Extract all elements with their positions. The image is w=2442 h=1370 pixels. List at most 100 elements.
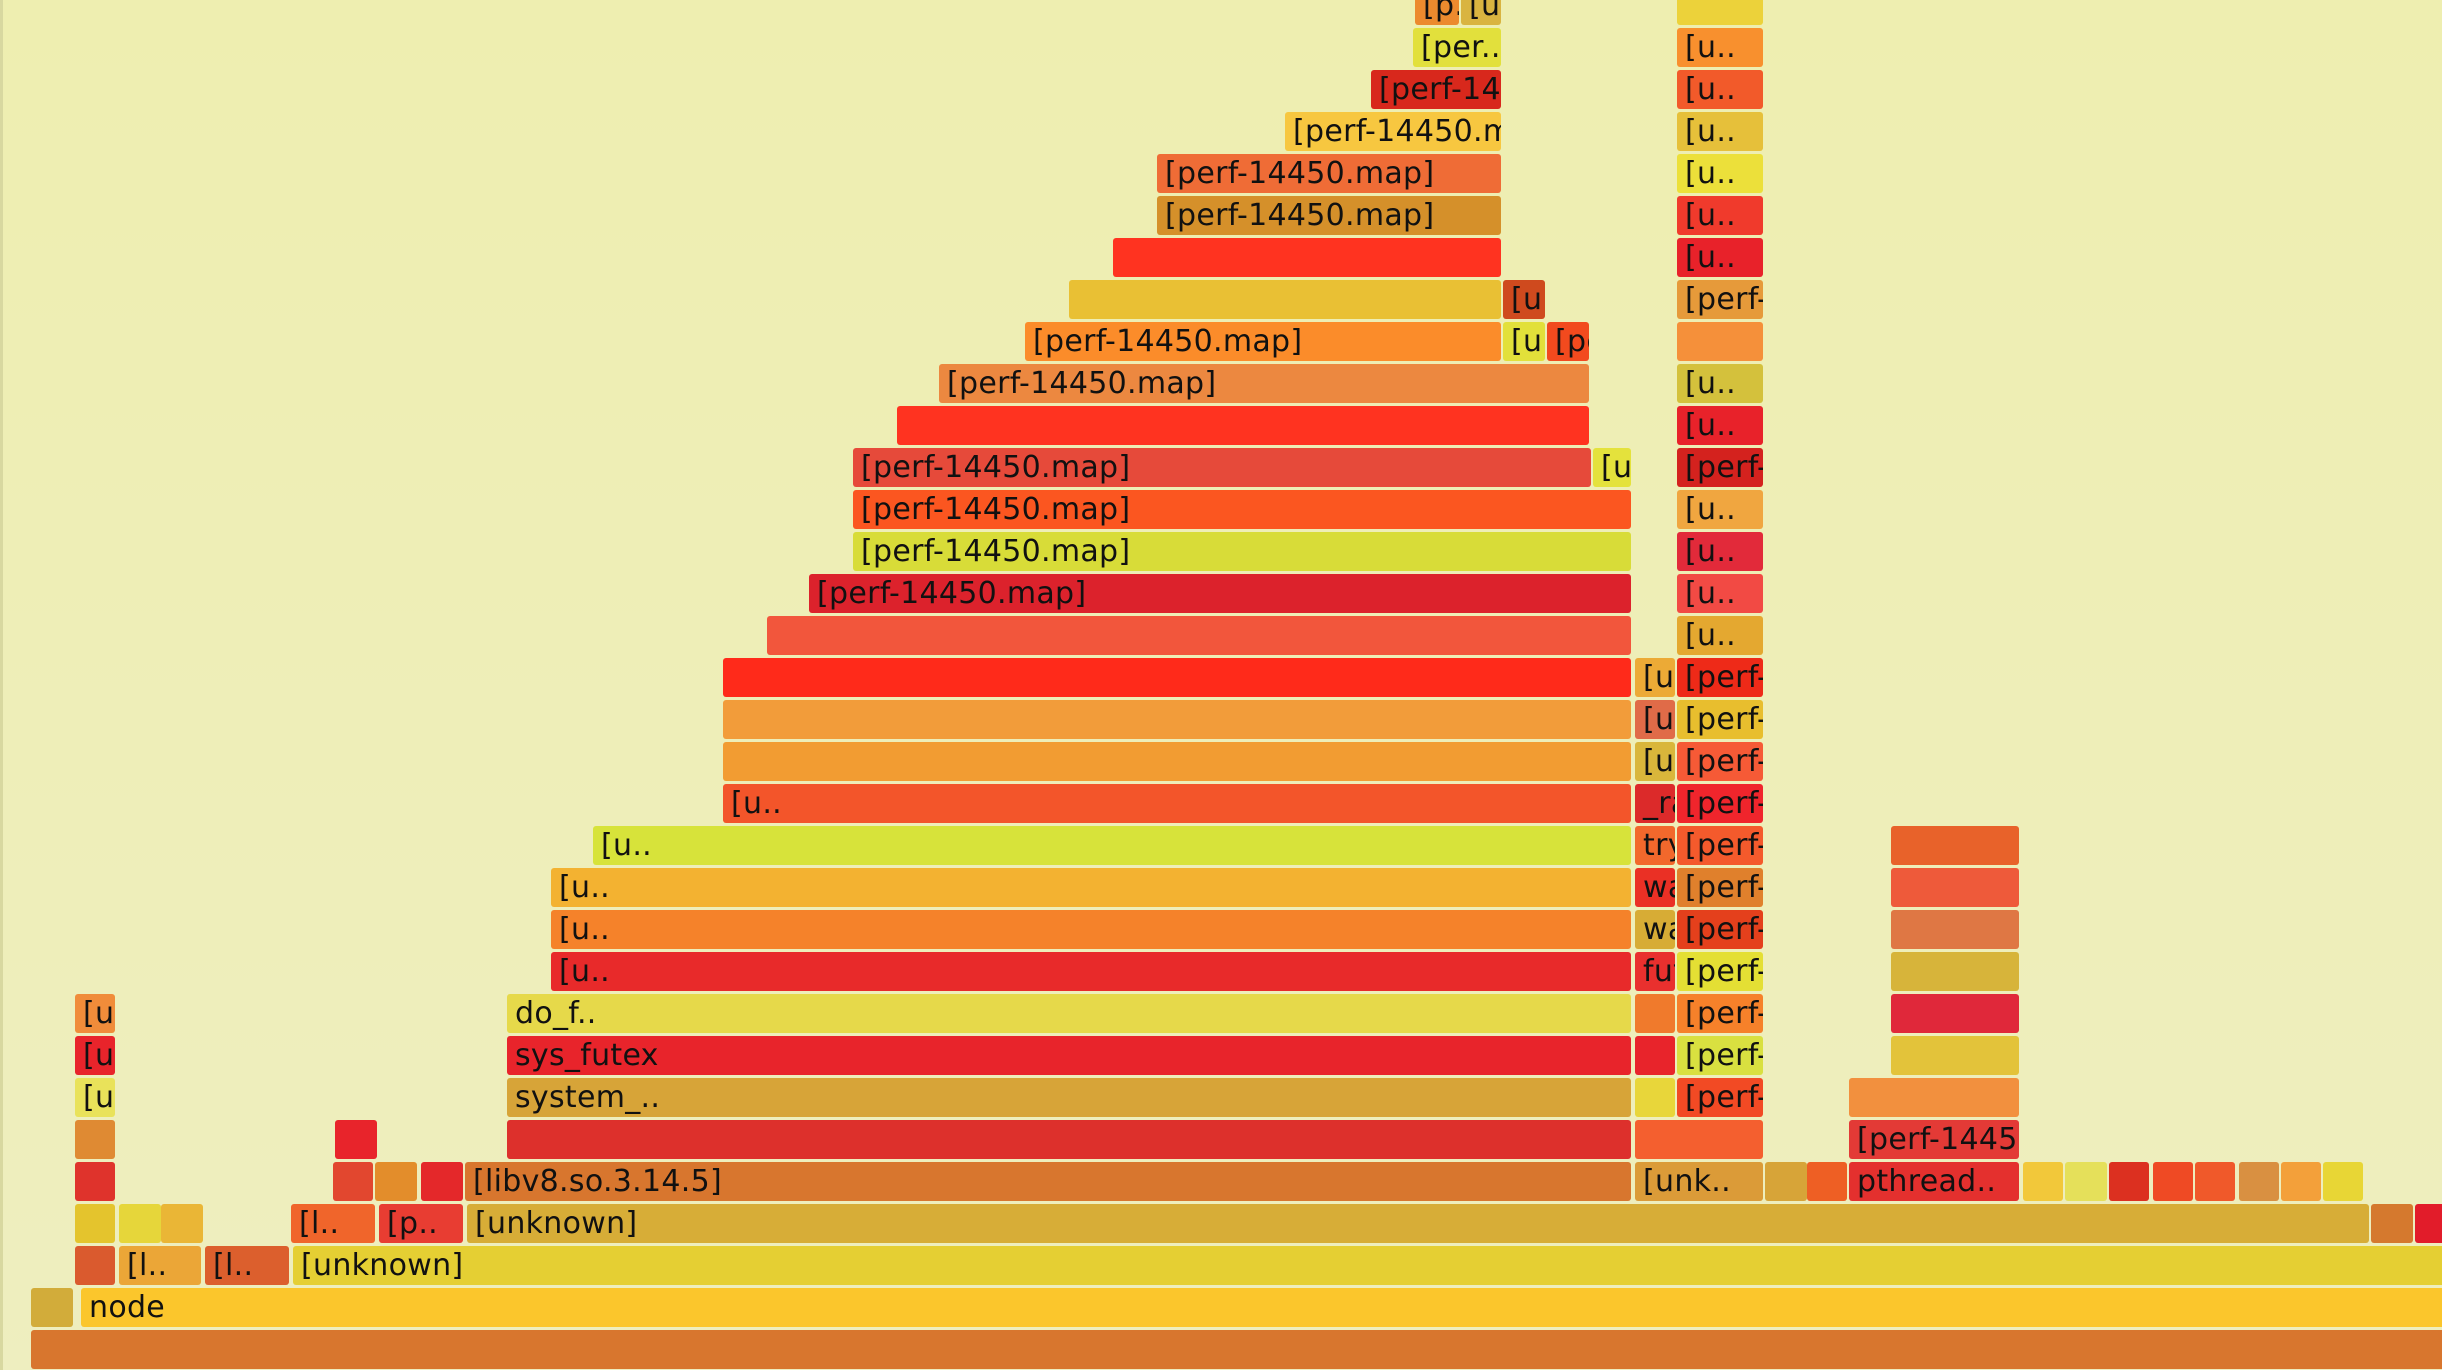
frame-perf-06[interactable]: [perf-14450.map] <box>1677 910 1763 949</box>
frame-wake-1[interactable]: wake.. <box>1635 910 1675 949</box>
frame-g6[interactable] <box>1891 868 2019 907</box>
frame-e1[interactable] <box>75 1120 115 1159</box>
frame-u24[interactable]: [u.. <box>1677 70 1763 109</box>
frame-sys-futex[interactable]: sys_futex <box>507 1036 1631 1075</box>
frame-perf-20[interactable]: [perf-14450.map] <box>1547 322 1589 361</box>
frame-u15[interactable]: [u.. <box>1593 448 1631 487</box>
frame-h2[interactable] <box>1677 322 1763 361</box>
frame-raw[interactable]: _raw.. <box>1635 784 1675 823</box>
frame-b5[interactable] <box>2415 1204 2442 1243</box>
frame-u21[interactable]: [u.. <box>1677 196 1763 235</box>
frame-l2[interactable]: [l.. <box>205 1246 289 1285</box>
frame-perf-15[interactable]: [perf-14450.map] <box>853 490 1631 529</box>
frame-e2[interactable] <box>335 1120 377 1159</box>
frame-perf-04[interactable]: [perf-14450.map] <box>1677 994 1763 1033</box>
frame-u12[interactable]: [u.. <box>1677 574 1763 613</box>
frame-c5[interactable] <box>1765 1162 1807 1201</box>
frame-d5[interactable] <box>2195 1162 2235 1201</box>
frame-u16[interactable]: [u.. <box>1677 406 1763 445</box>
frame-perf-08[interactable]: [perf-14450.map] <box>1677 826 1763 865</box>
frame-perf-22[interactable]: [perf-14450.map] <box>1157 196 1501 235</box>
frame-d1[interactable] <box>2023 1162 2063 1201</box>
frame-perf-02[interactable]: [perf-14450.map] <box>1677 1078 1763 1117</box>
frame-h1[interactable] <box>897 406 1589 445</box>
frame-a1[interactable] <box>75 1246 115 1285</box>
frame-u04[interactable]: [u.. <box>551 910 1631 949</box>
frame-g3[interactable] <box>1891 994 2019 1033</box>
frame-perf-10[interactable]: [perf-14450.map] <box>1677 742 1763 781</box>
frame-u05[interactable]: [u.. <box>551 868 1631 907</box>
frame-u20[interactable]: [u.. <box>1677 238 1763 277</box>
frame-g1[interactable] <box>1849 1078 2019 1117</box>
frame-u06[interactable]: [u.. <box>593 826 1631 865</box>
frame-a3[interactable] <box>1635 1078 1675 1117</box>
frame-fute[interactable]: fute.. <box>1635 952 1675 991</box>
frame-c6[interactable] <box>1807 1162 1847 1201</box>
frame-g5[interactable] <box>1891 910 2019 949</box>
frame-g7[interactable] <box>1891 826 2019 865</box>
frame-a2[interactable] <box>507 1120 1631 1159</box>
frame-do-f[interactable]: do_f.. <box>507 994 1631 1033</box>
frame-perf-14[interactable]: [perf-14450.map] <box>853 532 1631 571</box>
frame-libv8[interactable]: [libv8.so.3.14.5] <box>465 1162 1631 1201</box>
frame-g9[interactable] <box>723 700 1631 739</box>
frame-u10[interactable]: [u.. <box>1635 658 1675 697</box>
frame-g11[interactable] <box>767 616 1631 655</box>
frame-a5[interactable] <box>1635 994 1675 1033</box>
frame-a4[interactable] <box>1635 1036 1675 1075</box>
frame-d8[interactable] <box>2323 1162 2363 1201</box>
frame-b2[interactable] <box>119 1204 161 1243</box>
frame-u19[interactable]: [u.. <box>1503 280 1545 319</box>
frame-perf-13[interactable]: [perf-14450.map] <box>809 574 1631 613</box>
frame-h4[interactable] <box>1113 238 1501 277</box>
frame-d7[interactable] <box>2281 1162 2321 1201</box>
frame-perf-03[interactable]: [perf-14450.map] <box>1677 1036 1763 1075</box>
frame-b3[interactable] <box>161 1204 203 1243</box>
frame-node[interactable]: node <box>81 1288 2442 1327</box>
frame-u14[interactable]: [u.. <box>1677 490 1763 529</box>
frame-perf-09[interactable]: [perf-14450.map] <box>1677 784 1763 823</box>
frame-u18[interactable]: [u.. <box>1503 322 1545 361</box>
frame-b4[interactable] <box>2371 1204 2413 1243</box>
frame-u07[interactable]: [u.. <box>723 784 1631 823</box>
frame-top1[interactable] <box>1677 0 1763 25</box>
frame-perf-19[interactable]: [perf-14450.map] <box>1025 322 1501 361</box>
frame-c1[interactable] <box>75 1162 115 1201</box>
frame-system[interactable]: system_.. <box>507 1078 1631 1117</box>
frame-perf-05[interactable]: [perf-14450.map] <box>1677 952 1763 991</box>
frame-perf-16[interactable]: [perf-14450.map] <box>853 448 1591 487</box>
frame-d2[interactable] <box>2065 1162 2107 1201</box>
frame-p1[interactable]: [p.. <box>379 1204 463 1243</box>
frame-per[interactable]: [per.. <box>1413 28 1501 67</box>
frame-u02[interactable]: [u.. <box>75 994 115 1033</box>
root-frame[interactable] <box>31 1330 2442 1369</box>
frame-perf-18[interactable]: [perf-14450.map] <box>939 364 1589 403</box>
frame-d3[interactable] <box>2109 1162 2149 1201</box>
frame-u03[interactable]: [u.. <box>551 952 1631 991</box>
frame-g2[interactable] <box>1891 1036 2019 1075</box>
frame-pthread[interactable]: pthread.. <box>1849 1162 2019 1201</box>
frame-try[interactable]: try_.. <box>1635 826 1675 865</box>
frame-d4[interactable] <box>2153 1162 2193 1201</box>
frame-perf-24[interactable]: [perf-14450.map] <box>1285 112 1501 151</box>
frame-g8[interactable] <box>723 742 1631 781</box>
frame-perf-17[interactable]: [perf-14450.map] <box>1677 448 1763 487</box>
frame-b1[interactable] <box>75 1204 115 1243</box>
frame-perf-07[interactable]: [perf-14450.map] <box>1677 868 1763 907</box>
frame-perf-21[interactable]: [perf-14450.map] <box>1677 280 1763 319</box>
frame-unk-b[interactable]: [unk.. <box>75 1078 115 1117</box>
frame-d6[interactable] <box>2239 1162 2279 1201</box>
frame-wake-2[interactable]: wake.. <box>1635 868 1675 907</box>
frame-u11[interactable]: [u.. <box>1677 616 1763 655</box>
frame-perf-144[interactable]: [perf-144.. <box>1371 70 1501 109</box>
frame-l1[interactable]: [l.. <box>119 1246 201 1285</box>
frame-unk-a[interactable]: [unk.. <box>1635 1162 1763 1201</box>
frame-u01[interactable]: [u.. <box>75 1036 115 1075</box>
frame-perf-11[interactable]: [perf-14450.map] <box>1677 700 1763 739</box>
frame-unknown-1[interactable]: [unknown] <box>293 1246 2442 1285</box>
frame-u26[interactable]: [u.. <box>1461 0 1501 25</box>
frame-u25[interactable]: [u.. <box>1677 28 1763 67</box>
frame-f1[interactable] <box>1635 1120 1763 1159</box>
frame-u22[interactable]: [u.. <box>1677 154 1763 193</box>
frame-perf-12[interactable]: [perf-14450.map] <box>1677 658 1763 697</box>
